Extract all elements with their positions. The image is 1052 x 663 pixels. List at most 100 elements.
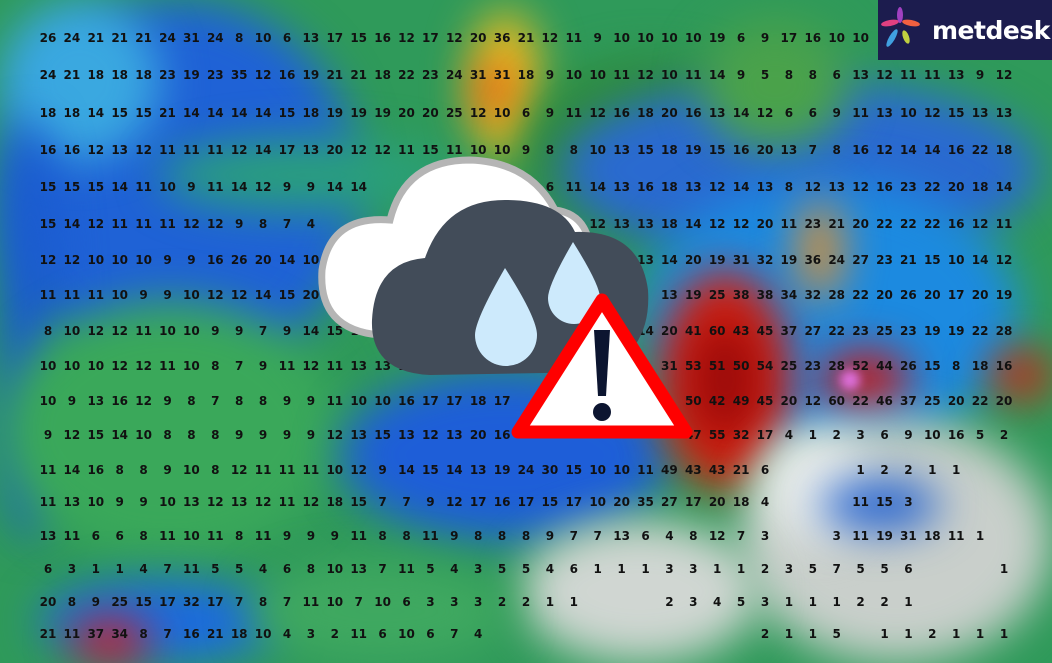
- grid-value: 12: [87, 143, 105, 157]
- grid-value: 10: [39, 394, 57, 408]
- grid-value: 5: [497, 562, 507, 576]
- grid-value: 11: [183, 143, 200, 157]
- grid-value: 7: [736, 529, 746, 543]
- logo-text: metdesk: [932, 15, 1050, 45]
- grid-value: 13: [613, 180, 630, 194]
- grid-value: 50: [684, 394, 702, 408]
- grid-value: 5: [426, 562, 435, 576]
- grid-value: 9: [593, 31, 602, 45]
- grid-value: 31: [183, 31, 200, 45]
- grid-value: 14: [254, 143, 272, 157]
- grid-value: 6: [91, 529, 100, 543]
- grid-value: 4: [306, 217, 316, 231]
- grid-value: 1: [808, 595, 817, 609]
- grid-value: 9: [235, 324, 244, 338]
- grid-value: 10: [87, 253, 105, 267]
- grid-value: 13: [398, 428, 415, 442]
- grid-value: 9: [904, 428, 913, 442]
- grid-value: 11: [254, 529, 272, 543]
- grid-value: 15: [135, 595, 152, 609]
- grid-value: 10: [684, 31, 702, 45]
- grid-value: 9: [139, 288, 148, 302]
- grid-value: 14: [230, 180, 248, 194]
- grid-value: 12: [804, 180, 822, 194]
- grid-value: 6: [880, 428, 889, 442]
- grid-value: 6: [43, 562, 53, 576]
- grid-value: 4: [784, 428, 794, 442]
- grid-value: 13: [613, 529, 630, 543]
- grid-value: 10: [589, 463, 607, 477]
- grid-value: 12: [350, 463, 368, 477]
- grid-value: 10: [852, 31, 869, 45]
- grid-value: 9: [91, 595, 100, 609]
- grid-value: 15: [923, 253, 941, 267]
- grid-value: 21: [517, 31, 535, 45]
- grid-value: 10: [374, 394, 391, 408]
- grid-value: 7: [282, 595, 292, 609]
- grid-value: 14: [708, 68, 726, 82]
- grid-value: 11: [350, 627, 368, 641]
- grid-value: 13: [971, 106, 989, 120]
- grid-value: 12: [589, 217, 607, 231]
- grid-value: 26: [230, 253, 248, 267]
- grid-value: 14: [111, 428, 129, 442]
- grid-value: 16: [206, 253, 224, 267]
- grid-value: 60: [708, 324, 726, 338]
- grid-value: 16: [183, 627, 200, 641]
- grid-value: 17: [780, 31, 798, 45]
- grid-value: 32: [804, 288, 822, 302]
- grid-value: 3: [474, 562, 483, 576]
- grid-value: 27: [661, 495, 678, 509]
- grid-value: 6: [760, 463, 770, 477]
- grid-value: 53: [684, 359, 702, 373]
- grid-value: 18: [971, 180, 989, 194]
- grid-value: 9: [67, 394, 77, 408]
- grid-value: 11: [278, 495, 296, 509]
- grid-value: 9: [975, 68, 985, 82]
- grid-value: 10: [493, 106, 511, 120]
- grid-value: 11: [206, 143, 224, 157]
- grid-value: 12: [756, 106, 774, 120]
- grid-value: 7: [378, 495, 387, 509]
- grid-value: 12: [230, 143, 248, 157]
- grid-value: 23: [159, 68, 176, 82]
- grid-value: 12: [422, 428, 439, 442]
- grid-value: 17: [278, 143, 296, 157]
- grid-value: 10: [326, 463, 344, 477]
- grid-value: 15: [708, 143, 726, 157]
- grid-value: 3: [760, 595, 770, 609]
- grid-value: 44: [876, 359, 893, 373]
- grid-value: 23: [206, 68, 224, 82]
- grid-value: 3: [474, 595, 483, 609]
- grid-value: 14: [87, 106, 105, 120]
- grid-value: 8: [187, 428, 196, 442]
- grid-value: 11: [278, 359, 296, 373]
- grid-value: 23: [804, 359, 822, 373]
- grid-value: 14: [111, 180, 129, 194]
- grid-value: 11: [63, 529, 81, 543]
- grid-value: 11: [278, 463, 296, 477]
- grid-value: 38: [756, 288, 774, 302]
- grid-value: 51: [708, 359, 726, 373]
- grid-value: 9: [258, 359, 268, 373]
- grid-value: 9: [545, 529, 555, 543]
- grid-value: 2: [760, 562, 770, 576]
- grid-value: 49: [732, 394, 750, 408]
- grid-value: 19: [374, 106, 391, 120]
- grid-value: 20: [756, 217, 774, 231]
- grid-value: 19: [684, 143, 702, 157]
- grid-value: 13: [995, 106, 1013, 120]
- grid-value: 2: [880, 463, 889, 477]
- grid-value: 34: [111, 627, 129, 641]
- grid-value: 24: [159, 31, 176, 45]
- grid-value: 13: [780, 143, 798, 157]
- grid-value: 11: [684, 68, 702, 82]
- grid-value: 20: [613, 495, 630, 509]
- grid-value: 9: [426, 495, 435, 509]
- grid-value: 6: [784, 106, 794, 120]
- grid-value: 11: [398, 143, 415, 157]
- grid-value: 32: [183, 595, 200, 609]
- grid-value: 7: [211, 394, 220, 408]
- grid-value: 31: [732, 253, 750, 267]
